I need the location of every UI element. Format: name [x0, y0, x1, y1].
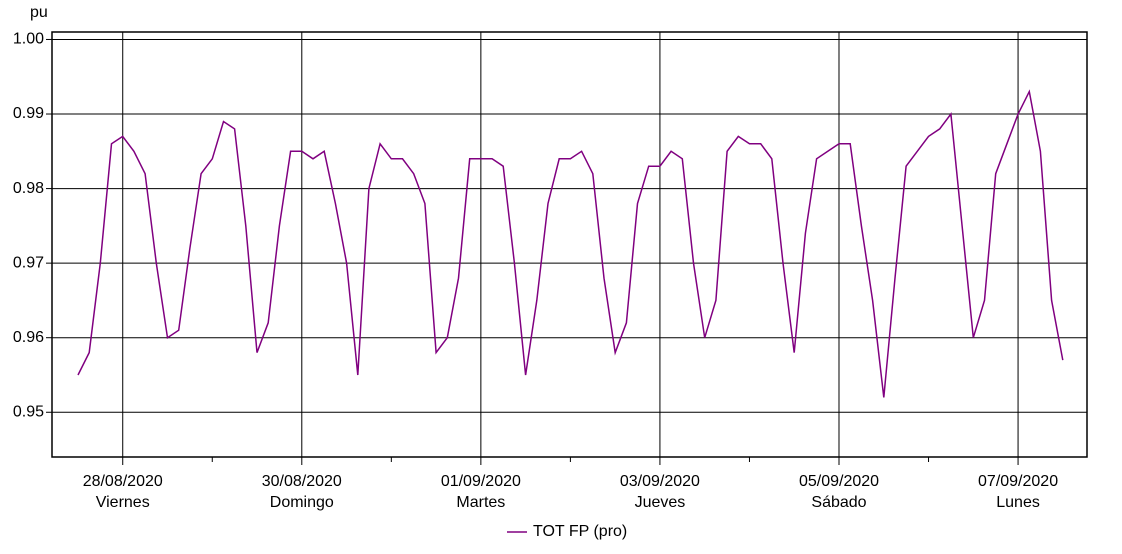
x-tick-day: Domingo [270, 494, 334, 511]
x-tick-day: Jueves [635, 494, 686, 511]
y-tick-label: 0.96 [13, 329, 44, 346]
data-line [77, 89, 1064, 398]
x-tick-label: 28/08/2020 [83, 473, 163, 490]
y-axis-label: pu [30, 4, 48, 21]
x-tick-day: Lunes [996, 494, 1040, 511]
x-tick-label: 07/09/2020 [978, 473, 1058, 490]
y-tick-label: 0.99 [13, 105, 44, 122]
y-tick-label: 0.98 [13, 180, 44, 197]
x-tick-label: 03/09/2020 [620, 473, 700, 490]
y-tick-label: 0.95 [13, 403, 44, 420]
plot-frame [51, 31, 1088, 458]
y-tick-label: 1.00 [13, 31, 44, 48]
x-tick-label: 30/08/2020 [262, 473, 342, 490]
x-tick-label: 05/09/2020 [799, 473, 879, 490]
x-tick-day: Martes [456, 494, 505, 511]
x-tick-day: Viernes [96, 494, 150, 511]
x-tick-label: 01/09/2020 [441, 473, 521, 490]
legend-label: TOT FP (pro) [533, 523, 627, 540]
y-tick-label: 0.97 [13, 254, 44, 271]
x-tick-day: Sábado [811, 494, 866, 511]
